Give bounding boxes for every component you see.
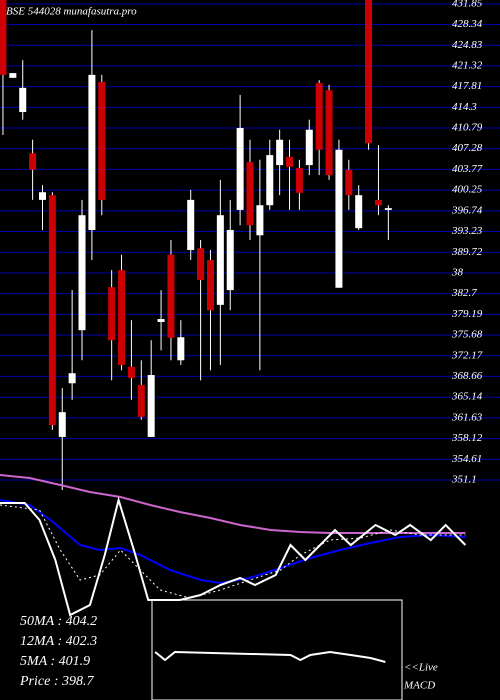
candle-body [88,74,96,230]
annotation: <<Live [404,662,438,674]
y-tick-label: 400.25 [452,184,483,196]
y-tick-label: 424.83 [452,39,483,51]
candle-body [9,73,17,78]
info-label: Price : 398.7 [19,674,94,689]
candle-body [48,195,56,426]
candle-body [236,127,244,210]
y-tick-label: 38 [451,266,464,278]
candle-body [157,319,165,322]
candle-body [38,192,46,200]
candle-body [355,195,363,229]
indicator-line [154,650,386,663]
candle-body [137,385,145,417]
y-tick-label: 403.77 [452,163,483,175]
info-label: 50MA : 404.2 [20,614,97,629]
candle-body [325,90,333,176]
annotation: MACD [403,680,435,692]
candle-body [345,169,353,196]
y-tick-label: 372.17 [451,349,483,361]
candle-body [276,139,284,166]
candle-body [187,199,195,251]
y-tick-label: 421.32 [452,59,483,71]
tick-labels: 431.85 428.34 424.83 421.32 417.81 414.3 410.7… [451,0,483,486]
indicator-line [0,499,466,585]
candle-body [266,155,274,206]
y-tick-label: 379.19 [451,308,483,320]
y-tick-label: 389.72 [451,246,483,258]
candle-body [29,153,37,170]
candle-body [68,373,76,384]
y-tick-label: 358.12 [451,432,483,444]
macd-box [151,599,403,700]
candle-body [98,81,106,200]
candle-body [305,129,313,166]
y-tick-label: 407.28 [452,142,483,154]
candle-body [216,215,224,305]
candle-body [206,260,214,311]
y-tick-label: 410.79 [452,122,483,134]
info-label: 5MA : 401.9 [20,654,90,669]
y-tick-label: 365.14 [451,391,483,403]
candle-body [295,168,303,193]
candle-body [58,412,66,437]
grid [0,3,500,481]
indicator-line [0,504,466,599]
candle-body [19,87,27,113]
candle-body [118,270,126,365]
info-label: 12MA : 402.3 [20,634,97,649]
candle-body [226,229,234,291]
indicator-line [0,474,466,534]
candle-body [256,205,264,236]
candle-body [335,149,343,288]
y-tick-label: 382.7 [451,287,477,299]
candle-body [286,156,294,167]
chart-title: BSE 544028 munafasutra.pro [6,6,137,18]
candle-body [384,208,392,210]
y-tick-label: 414.3 [452,101,477,113]
y-tick-label: 354.61 [451,453,482,465]
y-tick-label: 368.66 [451,370,483,382]
candle-body [177,337,185,361]
indicator-line [0,496,467,617]
candle-body [78,215,86,331]
y-tick-label: 361.63 [451,411,483,423]
candle-body [246,162,254,226]
candle-body [0,0,7,75]
candle-body [197,248,205,281]
candle-body [315,83,323,150]
y-tick-label: 393.23 [451,225,483,237]
y-tick-label: 375.68 [451,329,483,341]
candle-body [167,254,175,338]
y-tick-label: 417.81 [452,80,482,92]
candle-body [147,375,155,437]
y-tick-label: 351.1 [451,474,477,486]
y-tick-label: 396.74 [451,204,483,216]
candle-body [365,0,373,144]
candle-body [127,366,135,378]
candles [0,0,392,490]
candle-body [108,287,116,341]
y-tick-label: 431.85 [452,0,483,9]
candle-body [374,199,382,206]
y-tick-label: 428.34 [452,18,483,30]
